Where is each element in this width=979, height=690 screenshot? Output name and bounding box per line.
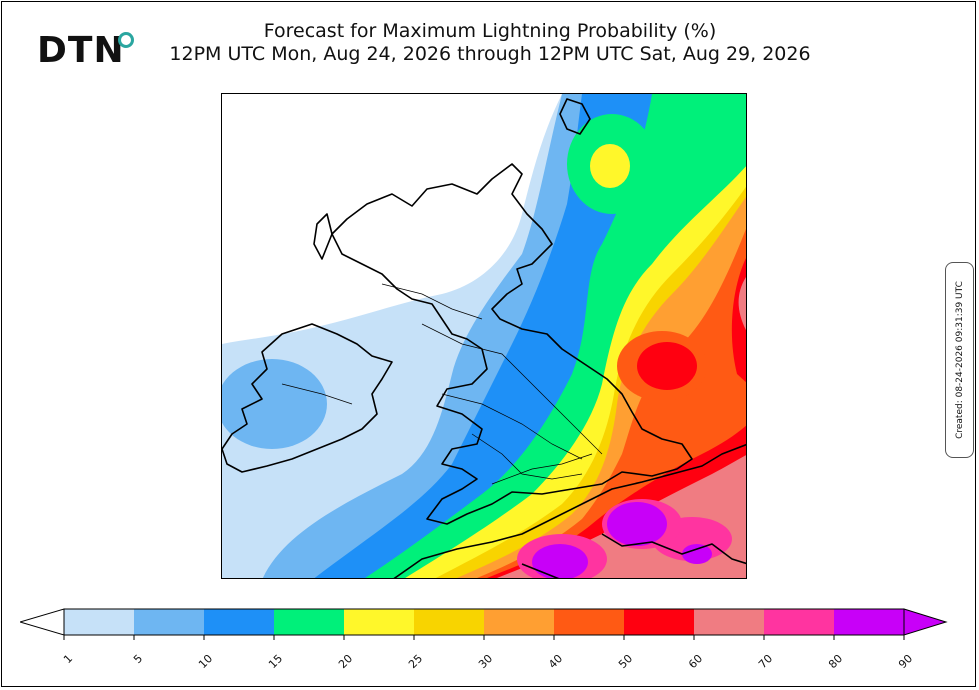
field-80-90-c (682, 544, 712, 564)
great-britain-outline (331, 163, 693, 525)
colorbar-under-arrow (20, 608, 65, 636)
created-timestamp-box: Created: 08-24-2026 09:31:39 UTC (945, 262, 974, 458)
field-80-90-a (607, 502, 667, 546)
colorbar-cell (134, 609, 205, 635)
dtn-logo-dot-icon (118, 32, 134, 48)
colorbar-cell (764, 609, 835, 635)
colorbar (20, 608, 948, 640)
france-border-2 (521, 563, 560, 578)
field-below-1 (222, 94, 562, 344)
lightning-probability-map (221, 93, 747, 579)
colorbar-cell (484, 609, 555, 635)
western-isles-outline (313, 213, 333, 260)
county-borders (281, 283, 603, 485)
france-border (601, 533, 746, 565)
colorbar-cell (414, 609, 485, 635)
coastlines (222, 98, 746, 578)
chart-subtitle: 12PM UTC Mon, Aug 24, 2026 through 12PM … (169, 43, 811, 65)
ireland-outline (222, 323, 393, 473)
shetland-outline (559, 98, 591, 135)
colorbar-cell (344, 609, 415, 635)
field-60-70-east (738, 277, 746, 331)
dtn-logo: DTN (37, 30, 125, 71)
chart-title: Forecast for Maximum Lightning Probabili… (263, 20, 717, 42)
colorbar-cell (834, 609, 905, 635)
field-50-60-sea (637, 342, 697, 390)
colorbar-cell (204, 609, 275, 635)
colorbar-cell (274, 609, 345, 635)
colorbar-cell (64, 609, 135, 635)
map-canvas (222, 94, 746, 578)
field-80-90-b (532, 544, 588, 578)
created-timestamp: Created: 08-24-2026 09:31:39 UTC (954, 281, 965, 439)
field-5-10-ireland (222, 359, 327, 449)
colorbar-cell (694, 609, 765, 635)
colorbar-cell (554, 609, 625, 635)
colorbar-cell (624, 609, 695, 635)
field-20-25-north (590, 144, 630, 188)
france-coast (393, 443, 746, 578)
colorbar-over-arrow (903, 608, 948, 636)
